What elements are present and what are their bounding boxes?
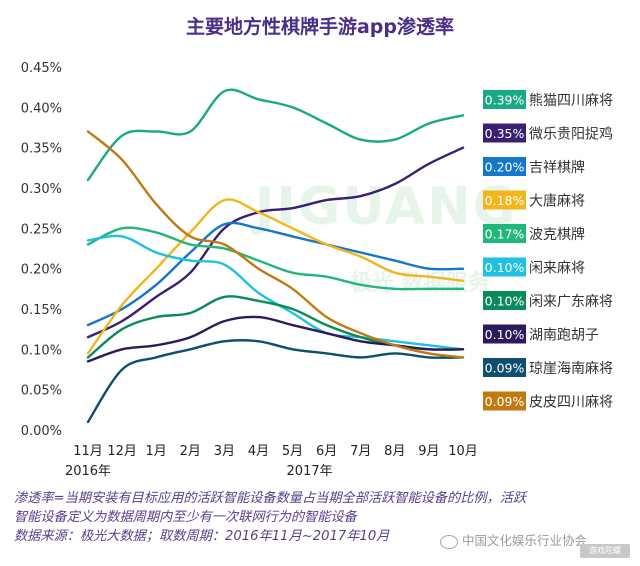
x-tick-label: 9月 — [418, 444, 439, 459]
legend-swatch — [483, 190, 526, 210]
year-label-2016: 2016年 — [65, 464, 111, 479]
x-tick-label: 4月 — [248, 444, 269, 459]
legend-name: 琼崖海南麻将 — [529, 361, 613, 377]
series-line-9 — [86, 339, 465, 424]
legend-value: 0.39% — [485, 93, 525, 108]
x-tick-label: 7月 — [350, 444, 371, 459]
legend-swatch — [483, 224, 526, 243]
y-tick-label: 0.00% — [21, 424, 62, 439]
legend-value: 0.20% — [485, 160, 525, 175]
x-tick-label: 10月 — [448, 444, 478, 459]
wechat-icon — [440, 534, 458, 549]
watermark-subtext: 极光 数据服务 — [350, 270, 491, 296]
wechat-account-name: 中国文化娱乐行业协会 — [462, 533, 588, 548]
series-line-2 — [86, 146, 465, 339]
legend-swatch — [483, 123, 526, 143]
legend-swatch — [483, 324, 526, 344]
chart-title: 主要地方性棋牌手游app渗透率 — [185, 16, 455, 38]
x-tick-label: 8月 — [384, 444, 405, 459]
legend-name: 波克棋牌 — [529, 226, 585, 243]
legend-item: 0.10% 闲来麻将 — [483, 257, 585, 277]
footnote: 渗透率=当期安装有目标应用的活跃智能设备数量占当期全部活跃智能设备的比例，活跃 … — [14, 489, 614, 546]
series-line-5 — [86, 226, 465, 291]
legend-value: 0.09% — [485, 394, 525, 409]
x-tick-label: 1月 — [146, 444, 167, 459]
legend-item: 0.20% 吉祥棋牌 — [483, 157, 585, 176]
y-tick-label: 0.10% — [21, 343, 62, 358]
legend-name: 皮皮四川麻将 — [529, 395, 613, 411]
x-tick-label: 11月 — [73, 444, 103, 459]
footnote-definition-line2: 智能设备定义为数据周期内至少有一次联网行为的智能设备 — [14, 510, 357, 525]
legend-swatch — [483, 257, 526, 277]
legend-value: 0.17% — [485, 227, 525, 242]
y-tick-label: 0.05% — [21, 384, 62, 399]
legend-swatch — [483, 391, 526, 411]
legend-name: 闲来麻将 — [529, 261, 585, 277]
penetration-line-chart: JIGUANG 极光 数据服务 0.00%0.05%0.10%0.15%0.20… — [21, 61, 613, 479]
y-tick-label: 0.40% — [21, 101, 62, 116]
legend-swatch — [483, 358, 526, 377]
legend-item: 0.35% 微乐贵阳捉鸡 — [483, 123, 613, 143]
legend-name: 湖南跑胡子 — [529, 328, 599, 344]
legend-item: 0.09% 皮皮四川麻将 — [483, 391, 613, 411]
app-logo: 游戏陀螺 — [580, 544, 630, 558]
footnote-definition-line1: 渗透率=当期安装有目标应用的活跃智能设备数量占当期全部活跃智能设备的比例，活跃 — [14, 491, 527, 506]
legend-item: 0.10% 闲来广东麻将 — [483, 291, 613, 310]
legend-name: 闲来广东麻将 — [529, 294, 613, 310]
legend-name: 吉祥棋牌 — [529, 159, 585, 176]
legend-value: 0.10% — [485, 260, 525, 275]
legend-value: 0.10% — [485, 327, 525, 342]
wechat-account-watermark: 中国文化娱乐行业协会 — [440, 530, 587, 549]
x-tick-label: 2月 — [180, 444, 201, 459]
legend-name: 微乐贵阳捉鸡 — [529, 126, 613, 143]
x-tick-label: 6月 — [316, 444, 337, 459]
series-line-3 — [86, 221, 465, 327]
series-lines — [86, 88, 465, 424]
legend-swatch — [483, 291, 526, 310]
y-tick-label: 0.45% — [21, 61, 62, 76]
footnote-source-line: 数据来源：极光大数据；取数周期：2016年11月~2017年10月 — [14, 529, 390, 544]
series-line-4 — [86, 198, 465, 355]
x-axis: 11月 12月 1月 2月 3月 4月 5月 6月 7月 8月 9月 10月 2016年 2017年 — [65, 444, 478, 479]
y-tick-label: 0.30% — [21, 182, 62, 197]
legend-value: 0.09% — [485, 361, 525, 376]
legend-swatch — [483, 157, 526, 176]
legend-value: 0.35% — [485, 126, 525, 141]
x-tick-label: 5月 — [282, 444, 303, 459]
legend-item: 0.17% 波克棋牌 — [483, 224, 585, 243]
x-tick-label: 12月 — [107, 444, 137, 459]
legend-value: 0.18% — [485, 193, 525, 208]
legend-swatch — [483, 90, 526, 109]
y-tick-label: 0.35% — [21, 142, 62, 157]
y-tick-label: 0.25% — [21, 222, 62, 237]
y-tick-label: 0.20% — [21, 263, 62, 278]
series-line-1 — [86, 88, 465, 182]
series-line-10 — [86, 130, 465, 359]
y-tick-label: 0.15% — [21, 303, 62, 318]
legend-item: 0.10% 湖南跑胡子 — [483, 324, 599, 344]
legend: 0.39% 熊猫四川麻将 0.35% 微乐贵阳捉鸡 0.20% 吉祥棋牌 0.18% 大唐麻将… — [483, 90, 613, 411]
year-label-2017: 2017年 — [287, 464, 333, 479]
legend-name: 大唐麻将 — [529, 193, 585, 210]
legend-item: 0.39% 熊猫四川麻将 — [483, 90, 613, 109]
y-axis: 0.00% 0.05% 0.10% 0.15% 0.20% 0.25% 0.30% 0.35%… — [21, 61, 62, 439]
legend-name: 熊猫四川麻将 — [529, 93, 613, 109]
legend-item: 0.18% 大唐麻将 — [483, 190, 585, 210]
x-tick-label: 3月 — [214, 444, 235, 459]
legend-value: 0.10% — [485, 294, 525, 309]
legend-item: 0.09% 琼崖海南麻将 — [483, 358, 613, 377]
